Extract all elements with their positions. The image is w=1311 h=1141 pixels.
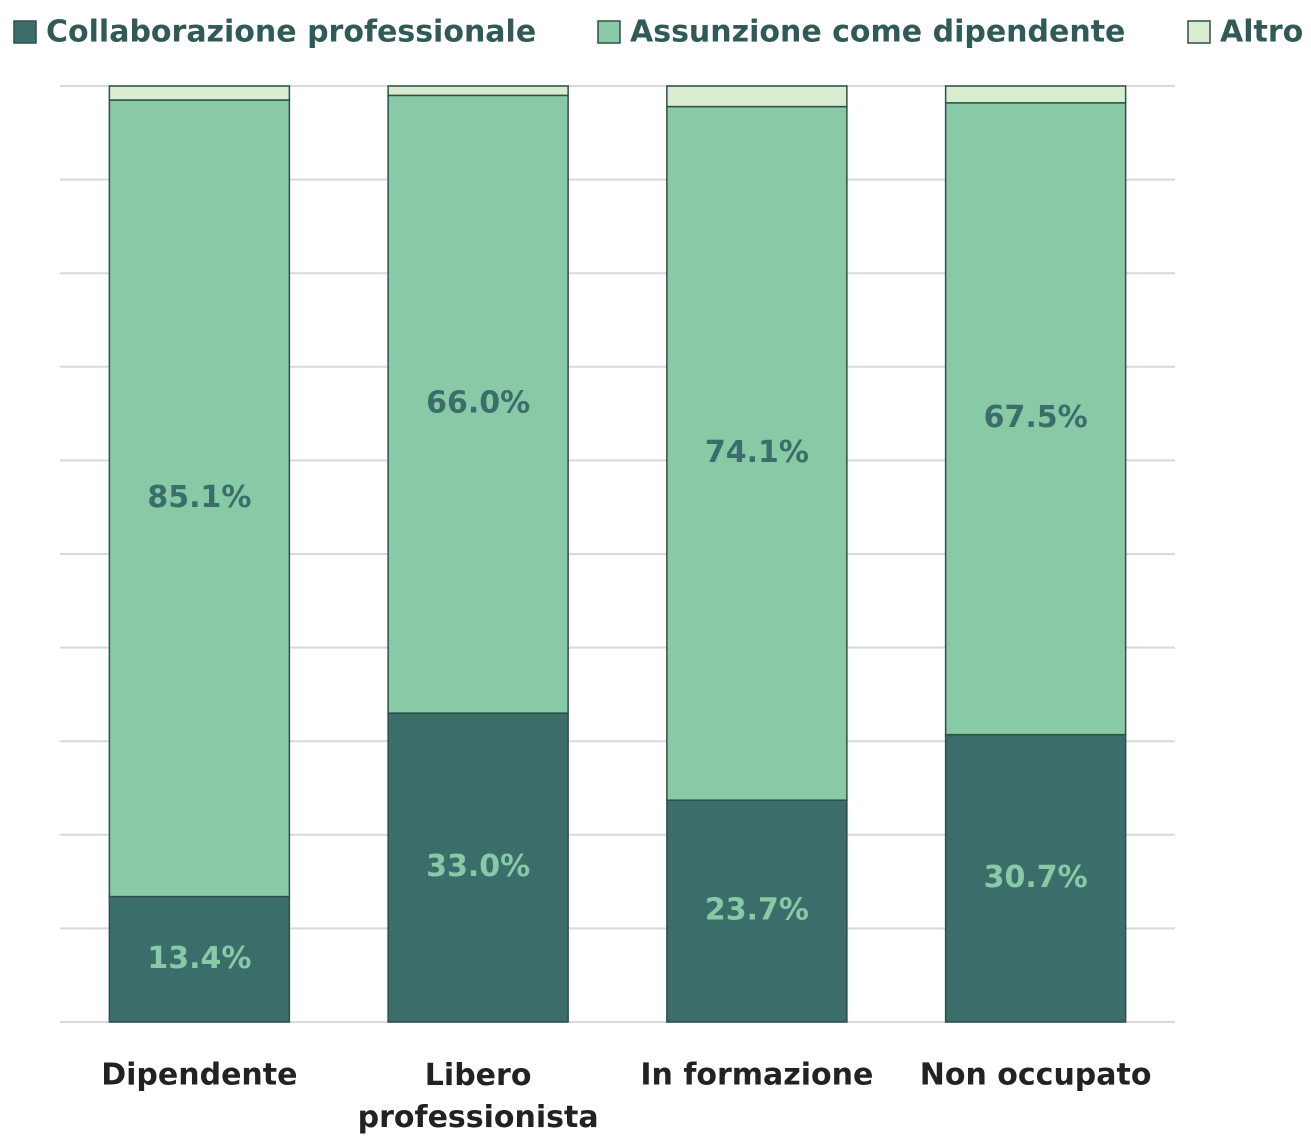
x-tick-label: Dipendente <box>101 1058 297 1093</box>
data-label: 74.1% <box>705 435 809 470</box>
legend-label: Collaborazione professionale <box>46 15 536 50</box>
legend-swatch <box>1187 20 1211 44</box>
bar-segment <box>944 733 1127 1023</box>
x-tick-label: Libero professionista <box>358 1058 599 1135</box>
data-label: 33.0% <box>426 849 530 884</box>
bar-segment <box>944 85 1127 104</box>
data-label: 85.1% <box>147 480 251 515</box>
bar-segment <box>666 799 848 1023</box>
legend-swatch <box>597 20 621 44</box>
data-label: 30.7% <box>984 860 1088 895</box>
bar-segment <box>108 99 291 898</box>
bar-segment <box>944 102 1127 736</box>
data-label: 13.4% <box>147 941 251 976</box>
legend-label: Altro <box>1220 15 1303 50</box>
legend-label: Assunzione come dipendente <box>630 15 1125 50</box>
data-label: 23.7% <box>705 893 809 928</box>
bar-segment <box>666 85 848 108</box>
bar-segment <box>108 85 291 101</box>
x-tick-label: Non occupato <box>920 1058 1152 1093</box>
bar-segment <box>387 94 569 714</box>
x-tick-label: In formazione <box>640 1058 873 1093</box>
legend-swatch <box>13 20 37 44</box>
data-label: 67.5% <box>984 400 1088 435</box>
x-tick-label-line: Libero <box>425 1058 532 1093</box>
bar-segment <box>387 85 569 97</box>
data-label: 66.0% <box>426 386 530 421</box>
bar-segment <box>666 105 848 801</box>
bar-segment <box>387 712 569 1023</box>
x-tick-label-line: professionista <box>358 1100 599 1135</box>
bar-segment <box>108 895 291 1023</box>
